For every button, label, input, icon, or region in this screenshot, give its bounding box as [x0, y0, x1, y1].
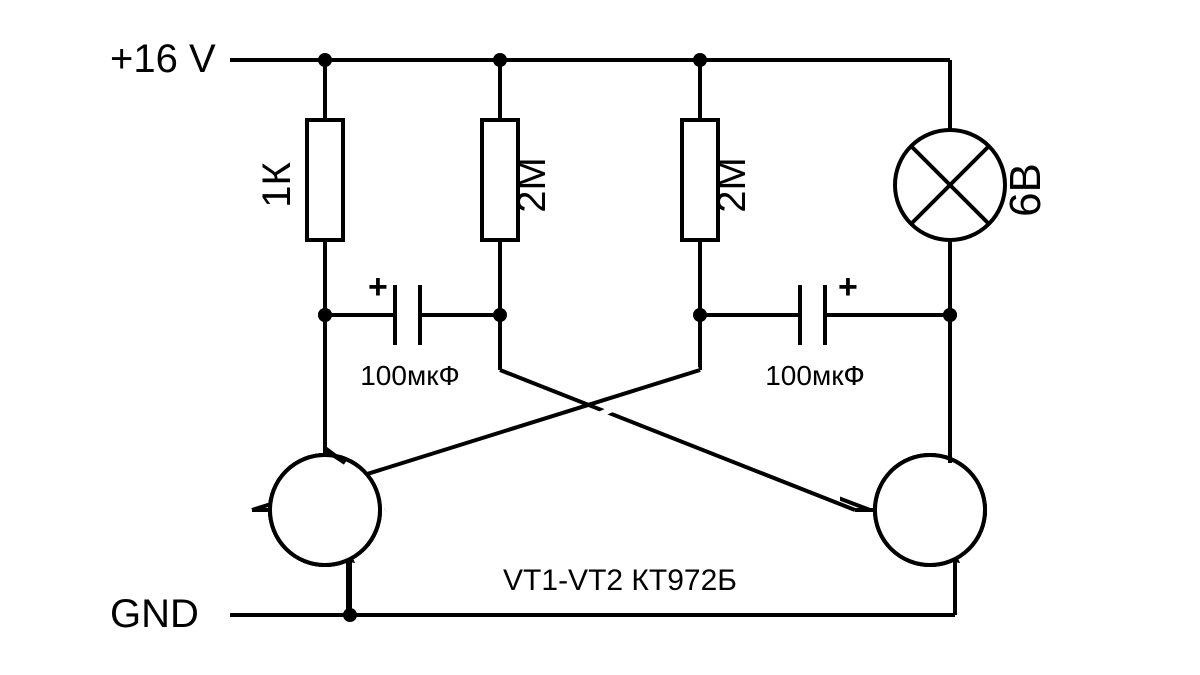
ground-label: GND: [110, 592, 199, 636]
lamp-label: 6В: [1001, 163, 1050, 217]
circuit-diagram: +16 V +16 V 1К 2М 2М 6В + 100мкФ +: [0, 0, 1200, 675]
c1-label-2: 100мкФ: [360, 360, 460, 391]
r3-label: 2М: [710, 157, 754, 213]
c2-plus: +: [838, 268, 858, 306]
r2-label: 2М: [510, 157, 554, 213]
supply-label-text: +16 V: [110, 37, 216, 81]
c1-plus: +: [368, 268, 388, 306]
c2-label-2: 100мкФ: [765, 360, 865, 391]
transistor-note: VT1-VT2 КТ972Б: [503, 564, 737, 597]
r1-label: 1К: [255, 162, 299, 208]
